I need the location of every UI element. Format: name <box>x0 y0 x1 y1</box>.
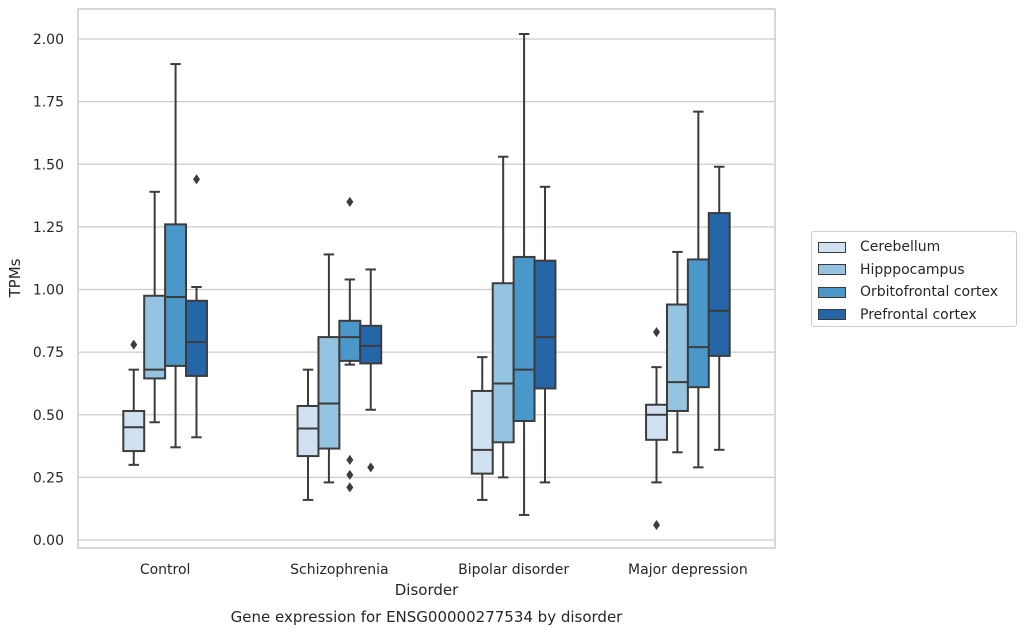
box-hipppocampus-2 <box>491 155 515 479</box>
y-tick-label: 0.00 <box>33 533 64 549</box>
box-cerebellum-1 <box>296 368 320 501</box>
legend-swatch <box>818 241 846 253</box>
box-cerebellum-0 <box>122 339 146 466</box>
legend: Cerebellum Hipppocampus Orbitofrontal cort… <box>811 231 1017 327</box>
iqr-box <box>645 403 668 441</box>
box-orbitofrontal-cortex-0 <box>164 63 188 449</box>
legend-label: Hipppocampus <box>860 261 965 278</box>
outlier-point <box>346 196 354 207</box>
y-tick-labels: 0.00 0.25 0.50 0.75 1.00 1.25 1.50 1.75 2.00 <box>33 32 64 549</box>
x-axis-label: Disorder <box>395 581 459 599</box>
y-tick-label: 1.75 <box>33 95 64 111</box>
outlier-point <box>653 327 661 338</box>
y-tick-label: 2.00 <box>33 32 64 48</box>
box-prefrontal-cortex-2 <box>533 185 557 484</box>
iqr-box <box>359 324 383 365</box>
legend-swatch <box>818 264 846 276</box>
outlier-point <box>346 454 354 465</box>
iqr-box <box>185 299 208 377</box>
iqr-box <box>317 336 341 450</box>
box-hipppocampus-0 <box>143 190 167 424</box>
iqr-box <box>296 404 320 458</box>
gridlines <box>78 38 775 541</box>
legend-label: Cerebellum <box>860 239 941 256</box>
legend-label: Prefrontal cortex <box>860 306 977 323</box>
box-hipppocampus-1 <box>317 253 341 484</box>
y-tick-label: 0.50 <box>33 408 64 424</box>
iqr-box <box>491 282 515 444</box>
boxes <box>122 32 731 530</box>
iqr-box <box>512 255 536 423</box>
outlier-point <box>130 339 138 350</box>
outlier-point <box>367 462 375 473</box>
box-cerebellum-2 <box>470 356 494 501</box>
iqr-box <box>686 258 710 389</box>
legend-item: Hipppocampus <box>818 259 1016 282</box>
box-prefrontal-cortex-3 <box>707 165 731 451</box>
legend-item: Cerebellum <box>818 236 1016 259</box>
outlier-point <box>346 482 354 493</box>
iqr-box <box>707 212 731 357</box>
legend-item: Prefrontal cortex <box>818 304 1016 327</box>
legend-swatch <box>818 286 846 298</box>
iqr-box <box>164 223 188 367</box>
legend-label: Orbitofrontal cortex <box>860 284 998 301</box>
iqr-box <box>470 389 494 475</box>
legend-swatch <box>818 309 846 321</box>
x-tick-label: Bipolar disorder <box>458 562 569 578</box>
y-tick-label: 1.50 <box>33 157 64 173</box>
iqr-box <box>533 259 557 390</box>
box-prefrontal-cortex-1 <box>359 268 383 473</box>
y-tick-label: 1.00 <box>33 283 64 299</box>
box-prefrontal-cortex-0 <box>185 174 208 439</box>
x-tick-label: Major depression <box>628 562 748 578</box>
chart-title: Gene expression for ENSG00000277534 by d… <box>231 608 624 626</box>
iqr-box <box>338 319 362 362</box>
iqr-box <box>143 294 167 380</box>
box-orbitofrontal-cortex-1 <box>338 196 362 493</box>
x-tick-label: Schizophrenia <box>290 562 388 578</box>
y-tick-label: 1.25 <box>33 220 64 236</box>
y-tick-label: 0.75 <box>33 345 64 361</box>
box-cerebellum-3 <box>645 327 668 530</box>
outlier-point <box>346 469 354 480</box>
outlier-point <box>192 174 200 185</box>
legend-item: Orbitofrontal cortex <box>818 281 1016 304</box>
outlier-point <box>653 519 661 530</box>
x-tick-labels: Control Schizophrenia Bipolar disorder Majo… <box>140 562 748 578</box>
iqr-box <box>665 303 689 412</box>
x-tick-label: Control <box>140 562 191 578</box>
y-axis-label: TPMs <box>6 258 24 298</box>
y-tick-label: 0.25 <box>33 470 64 486</box>
plot-area <box>77 8 776 549</box>
iqr-box <box>122 409 146 453</box>
